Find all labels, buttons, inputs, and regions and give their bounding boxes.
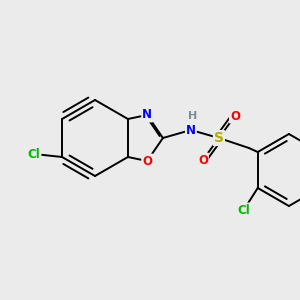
Text: N: N (142, 109, 152, 122)
Text: S: S (214, 131, 224, 145)
Text: O: O (230, 110, 240, 122)
Text: O: O (142, 154, 152, 167)
Text: O: O (198, 154, 208, 166)
Text: N: N (186, 124, 196, 136)
Text: Cl: Cl (237, 203, 250, 217)
Text: Cl: Cl (28, 148, 40, 160)
Text: H: H (188, 111, 197, 121)
